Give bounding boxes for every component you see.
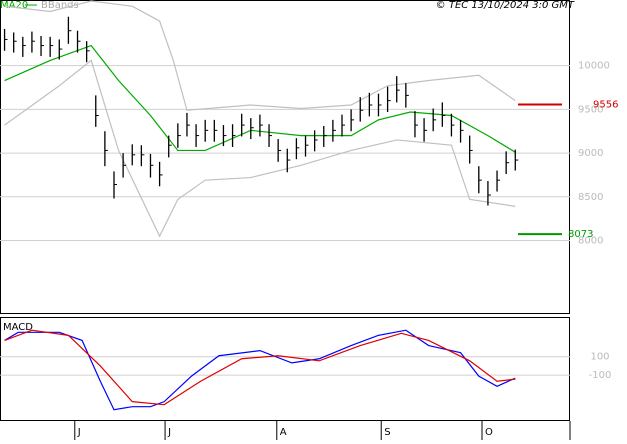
series-line — [4, 329, 516, 406]
x-tick-label: O — [485, 427, 493, 438]
x-tick-label: A — [280, 427, 287, 438]
y-tick-label: 9000 — [578, 148, 603, 159]
x-tick-label: J — [167, 427, 171, 438]
macd-frame — [0, 317, 570, 421]
y-tick-label: 10000 — [578, 61, 610, 72]
x-tick-label: J — [77, 427, 81, 438]
y-tick-label: -100 — [589, 370, 612, 381]
panel-title: MACD — [3, 322, 33, 333]
y-tick-label: 100 — [590, 352, 609, 363]
source-note: © TEC 13/10/2024 3:0 GMT — [436, 0, 575, 11]
series-line — [4, 329, 516, 411]
legend-label: MA20 — [0, 0, 28, 11]
price-frame — [0, 0, 570, 314]
y-tick-label: 8500 — [578, 192, 603, 203]
series-line — [4, 59, 516, 238]
series-line — [4, 0, 516, 111]
level-label: 9556 — [593, 99, 618, 110]
x-tick-label: S — [384, 427, 390, 438]
y-tick-label: 9500 — [578, 104, 603, 115]
legend-label: BBands — [41, 0, 79, 11]
y-tick-label: 8000 — [578, 235, 603, 246]
level-label: 8073 — [568, 229, 593, 240]
